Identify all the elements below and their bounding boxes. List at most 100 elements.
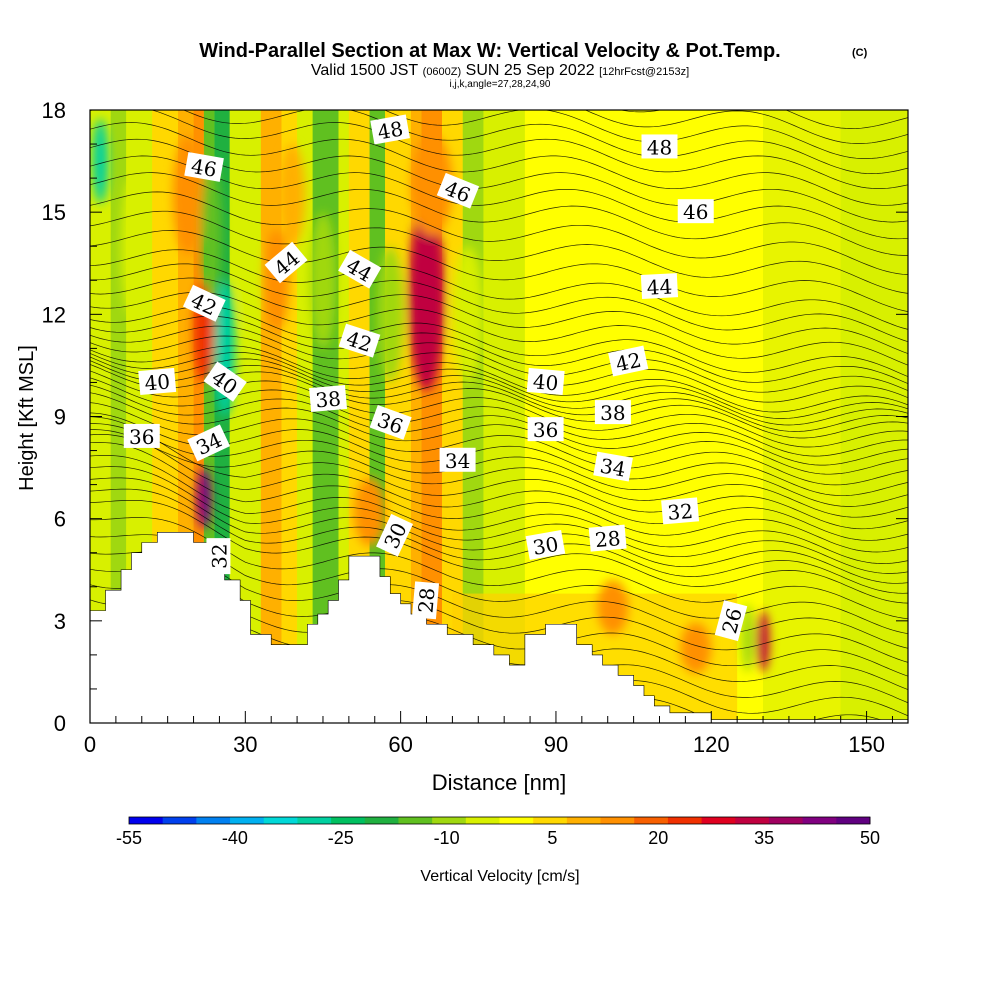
colorbar-tick-label: 35 <box>754 828 774 848</box>
contour-label: 32 <box>661 497 700 525</box>
contour-label-box <box>203 361 247 402</box>
contour-label: 40 <box>138 367 177 396</box>
colorbar-swatch <box>364 817 399 824</box>
colorbar-swatch <box>499 817 534 824</box>
isentropes <box>90 110 908 723</box>
valid-date: SUN 25 Sep 2022 <box>466 62 595 79</box>
velocity-band <box>338 110 349 723</box>
x-axis: 0 30 60 90 120 150 <box>84 711 893 757</box>
isentrope-line <box>90 155 908 240</box>
contour-label-box <box>123 423 160 448</box>
isentrope-line <box>90 230 908 312</box>
contour-label-box <box>338 249 382 289</box>
isentrope-line <box>90 429 908 541</box>
y-tick-label: 15 <box>42 200 66 225</box>
chart-title: Wind-Parallel Section at Max W: Vertical… <box>199 40 780 62</box>
valid-time: Valid 1500 JST <box>311 62 419 79</box>
isentrope-line <box>90 315 908 384</box>
contour-label-box <box>182 284 226 322</box>
velocity-extremum <box>680 622 712 674</box>
isentrope-line <box>90 122 908 206</box>
velocity-extremum <box>452 246 484 383</box>
velocity-extremum <box>876 629 908 715</box>
contour-label-text: 40 <box>144 369 171 395</box>
contour-label-text: 38 <box>600 401 625 425</box>
isentrope-line <box>90 384 908 466</box>
contour-label: 48 <box>370 114 410 145</box>
contour-label-box <box>338 323 381 358</box>
contour-label: 38 <box>309 384 348 413</box>
colorbar-swatch <box>162 817 197 824</box>
grid-indices: i,j,k,angle=27,28,24,90 <box>450 79 551 90</box>
velocity-extremum <box>408 203 445 391</box>
isentrope-line <box>90 466 908 574</box>
contour-label: 30 <box>525 529 566 560</box>
isentrope-line <box>90 325 908 393</box>
colorbar-swatch <box>331 817 366 824</box>
x-tick-label: 90 <box>544 732 568 757</box>
x-tick-label: 120 <box>693 732 730 757</box>
velocity-extremum <box>310 212 336 349</box>
isentrope-line <box>383 110 908 159</box>
y-axis-label: Height [Kft MSL] <box>16 345 38 491</box>
contour-label: 34 <box>593 451 633 482</box>
title-mark: (C) <box>852 47 868 59</box>
velocity-extremum <box>92 118 109 204</box>
contour-label: 42 <box>608 345 649 377</box>
colorbar-tick-label: -40 <box>222 828 248 848</box>
x-tick-label: 0 <box>84 732 96 757</box>
colorbar-swatch <box>297 817 332 824</box>
contour-label-text: 42 <box>613 348 643 377</box>
contour-label-box <box>370 114 410 145</box>
contour-label-box <box>594 400 631 425</box>
contour-label: 36 <box>527 417 564 442</box>
isentrope-line <box>90 138 908 223</box>
isentrope-line <box>90 210 908 294</box>
contour-label-box <box>525 529 566 560</box>
velocity-extremum <box>278 144 305 247</box>
isentrope-line <box>90 110 908 189</box>
isentrope-line <box>90 277 908 354</box>
contour-label-text: 28 <box>413 587 439 614</box>
contour-label: 34 <box>439 447 476 473</box>
contour-label: 46 <box>184 151 224 182</box>
isentrope-line <box>90 172 908 256</box>
contour-label-text: 34 <box>598 454 627 482</box>
colorbar-swatch <box>398 817 433 824</box>
contour-label: 26 <box>714 600 748 642</box>
isentrope-line <box>90 291 908 366</box>
isentrope-line <box>90 499 908 604</box>
contour-label-box <box>641 134 678 159</box>
forecast-info: [12hrFcst@2153z] <box>599 66 689 78</box>
contour-label-box <box>714 600 748 642</box>
contour-label-text: 34 <box>445 449 470 473</box>
colorbar-swatch <box>465 817 500 824</box>
contour-label-box <box>526 367 565 395</box>
colorbar-tick-label: -55 <box>116 828 142 848</box>
colorbar-tick-label: 5 <box>547 828 557 848</box>
colorbar-label: Vertical Velocity [cm/s] <box>420 868 579 885</box>
contour-label-text: 48 <box>376 116 405 144</box>
contour-label-box <box>593 451 633 482</box>
contour-label-box <box>608 345 649 377</box>
contour-label-text: 46 <box>683 200 708 224</box>
contour-label: 46 <box>677 199 714 224</box>
colorbar-swatch <box>634 817 669 824</box>
colorbar-swatch <box>533 817 568 824</box>
isentrope-line <box>182 110 908 174</box>
isentrope-line <box>90 345 908 413</box>
contour-label: 48 <box>641 134 678 159</box>
colorbar-swatch <box>802 817 837 824</box>
isentrope-line <box>90 392 908 475</box>
contour-label-box <box>411 581 440 620</box>
colorbar-frame <box>128 816 871 825</box>
contour-label-text: 30 <box>531 532 560 560</box>
colorbar-swatch <box>701 817 736 824</box>
y-tick-label: 6 <box>54 507 66 532</box>
contour-label-text: 36 <box>533 418 558 442</box>
contour-label: 36 <box>123 423 160 449</box>
velocity-extremum <box>741 603 754 672</box>
colorbar-swatch <box>667 817 703 824</box>
contour-label: 38 <box>594 400 631 425</box>
y-tick-label: 0 <box>54 711 66 736</box>
